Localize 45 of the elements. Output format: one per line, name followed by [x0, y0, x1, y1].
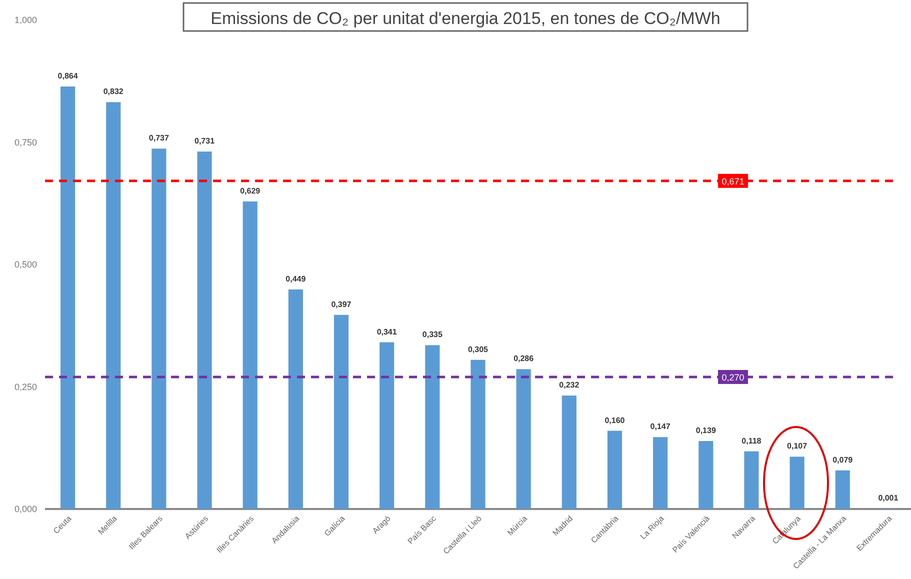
data-label: 0,737	[148, 134, 170, 143]
data-label: 0,232	[559, 380, 580, 390]
y-tick-label: 0,750	[14, 137, 37, 148]
bar	[516, 369, 531, 509]
y-tick-label: 0,000	[14, 504, 37, 514]
data-label: 0,079	[832, 455, 854, 464]
data-label: 0,397	[331, 300, 352, 309]
data-label: 0,449	[286, 274, 306, 284]
bar	[790, 456, 804, 509]
data-label: 0,147	[650, 422, 671, 432]
bar	[288, 289, 303, 509]
bar	[334, 314, 349, 509]
y-tick-label: 1,000	[14, 15, 37, 25]
data-label: 0,731	[194, 136, 216, 146]
data-label: 0,832	[103, 87, 124, 96]
bar	[744, 451, 759, 509]
data-label: 0,305	[468, 344, 489, 354]
data-label: 0,864	[58, 72, 78, 81]
y-tick-label: 0,250	[14, 382, 37, 392]
bar	[106, 102, 121, 509]
bar	[607, 430, 622, 509]
data-label: 0,139	[696, 426, 716, 436]
bar	[653, 437, 668, 509]
bar	[835, 470, 850, 509]
bar	[197, 152, 212, 509]
ref-line-label: 0,270	[722, 372, 744, 382]
data-label: 0,341	[376, 327, 398, 336]
bar	[152, 148, 166, 509]
bar	[470, 360, 486, 509]
data-label: 0,335	[422, 330, 443, 340]
bar	[380, 342, 394, 509]
y-tick-label: 0,500	[14, 260, 37, 270]
data-label: 0,629	[240, 186, 261, 196]
bar	[425, 345, 440, 509]
data-label: 0,286	[514, 354, 534, 364]
chart-title: Emissions de CO₂ per unitat d'energia 2015, en tones de CO₂/MWh	[210, 9, 720, 28]
bar	[242, 201, 258, 509]
data-label: 0,107	[787, 442, 808, 451]
ref-line-label: 0,671	[722, 176, 744, 186]
bar	[698, 441, 714, 509]
bar	[562, 396, 576, 509]
data-label: 0,118	[742, 436, 762, 446]
data-label: 0,001	[878, 494, 899, 503]
data-label: 0,160	[604, 416, 626, 425]
bar	[60, 86, 76, 509]
